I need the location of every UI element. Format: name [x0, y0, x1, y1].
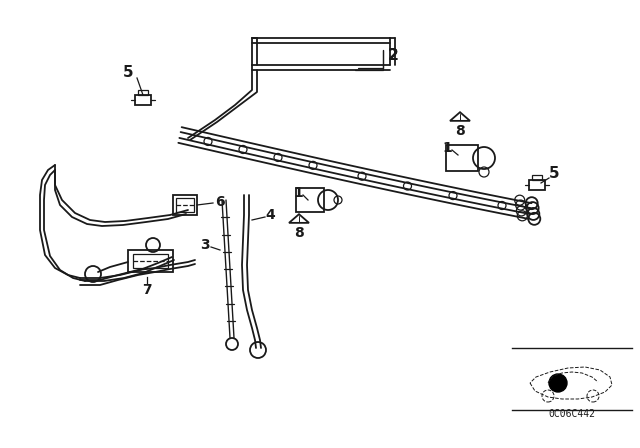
Text: 5: 5 [123, 65, 133, 79]
Text: 2: 2 [388, 47, 398, 63]
Text: 7: 7 [142, 283, 152, 297]
Text: 8: 8 [455, 124, 465, 138]
Text: 8: 8 [294, 226, 304, 240]
Text: 0C06C442: 0C06C442 [548, 409, 595, 419]
Text: 2: 2 [388, 47, 398, 63]
Text: 1: 1 [442, 141, 452, 155]
Text: 3: 3 [200, 238, 210, 252]
Text: 4: 4 [265, 208, 275, 222]
Text: 6: 6 [215, 195, 225, 209]
Text: 5: 5 [548, 165, 559, 181]
Text: 1: 1 [293, 186, 303, 200]
Circle shape [549, 374, 567, 392]
